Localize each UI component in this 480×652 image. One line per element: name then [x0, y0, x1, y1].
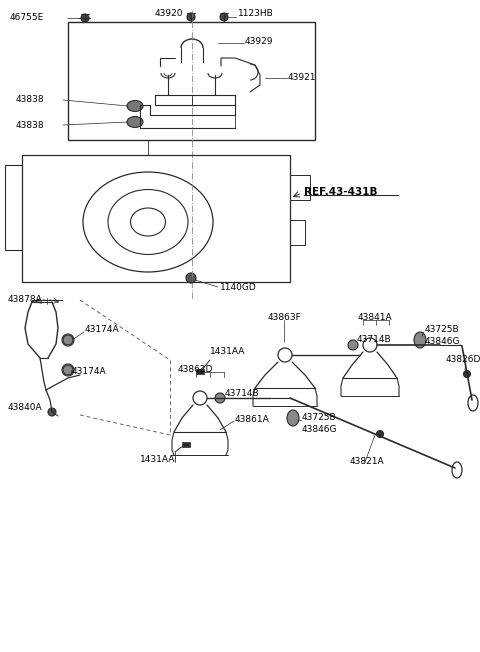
- Text: 1140GD: 1140GD: [220, 282, 257, 291]
- Circle shape: [220, 13, 228, 21]
- Text: 43929: 43929: [245, 38, 274, 46]
- Text: 43725B: 43725B: [425, 325, 460, 334]
- Text: 43174A: 43174A: [72, 368, 107, 376]
- Text: 43714B: 43714B: [357, 336, 392, 344]
- Text: 43714B: 43714B: [225, 389, 260, 398]
- Text: 1431AA: 1431AA: [140, 456, 175, 464]
- Ellipse shape: [127, 117, 143, 128]
- Text: 43846G: 43846G: [425, 338, 460, 346]
- Text: 1123HB: 1123HB: [238, 10, 274, 18]
- Text: 1431AA: 1431AA: [210, 348, 245, 357]
- Bar: [182, 442, 190, 447]
- Ellipse shape: [414, 332, 426, 348]
- Circle shape: [81, 14, 89, 22]
- Bar: [68, 22, 315, 140]
- Text: 46755E: 46755E: [10, 14, 44, 23]
- Text: 43840A: 43840A: [8, 404, 43, 413]
- Text: 43841A: 43841A: [358, 314, 393, 323]
- Text: 43826D: 43826D: [446, 355, 480, 364]
- Text: 43821A: 43821A: [350, 458, 384, 466]
- Text: 43838: 43838: [16, 95, 45, 104]
- Text: REF.43-431B: REF.43-431B: [304, 187, 377, 197]
- Text: 43174A: 43174A: [85, 325, 120, 334]
- Text: 43861A: 43861A: [235, 415, 270, 424]
- Ellipse shape: [215, 393, 225, 403]
- Circle shape: [187, 13, 195, 21]
- Text: 43862D: 43862D: [178, 366, 214, 374]
- Ellipse shape: [127, 100, 143, 111]
- Ellipse shape: [348, 340, 358, 350]
- Circle shape: [376, 430, 384, 437]
- Circle shape: [186, 273, 196, 283]
- Circle shape: [464, 370, 470, 378]
- Text: 43846G: 43846G: [302, 426, 337, 434]
- Text: 43838: 43838: [16, 121, 45, 130]
- Bar: [196, 369, 204, 374]
- Ellipse shape: [63, 335, 73, 345]
- Text: 43920: 43920: [155, 10, 183, 18]
- Ellipse shape: [63, 365, 73, 375]
- Text: 43921: 43921: [288, 74, 316, 83]
- Circle shape: [48, 408, 56, 416]
- Text: 43863F: 43863F: [268, 314, 302, 323]
- Ellipse shape: [287, 410, 299, 426]
- Text: 43878A: 43878A: [8, 295, 43, 304]
- Text: 43725B: 43725B: [302, 413, 336, 422]
